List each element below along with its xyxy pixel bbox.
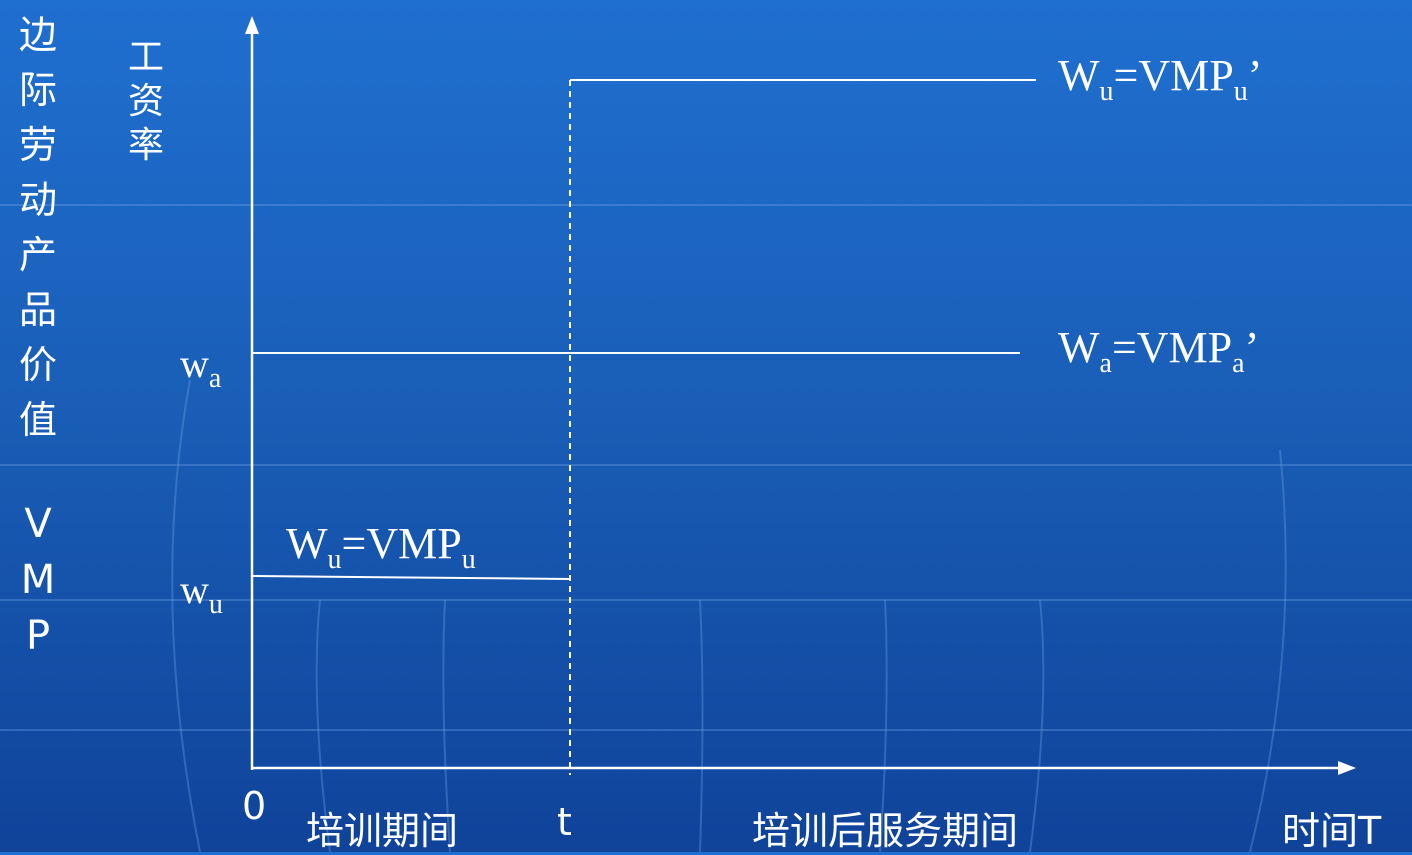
after-period-label: 培训后服务期间 (752, 809, 1019, 853)
y-axis-arrow (245, 16, 259, 34)
vmp-char: M (20, 557, 56, 603)
tick-wa: wa (180, 340, 221, 395)
label-w-sub: u (327, 544, 342, 575)
x-axis-arrow (1338, 761, 1356, 775)
label-eq: =VMP (1111, 323, 1233, 372)
line-wu (251, 575, 571, 580)
origin-label: 0 (242, 784, 267, 828)
label-w-sub: u (1099, 76, 1114, 107)
vertical-title-char: 值 (18, 398, 57, 442)
y-axis-label: 工 资 率 (124, 36, 168, 168)
label-w: W (1058, 51, 1100, 100)
label-wa-prime: Wa=VMPa’ (1058, 322, 1259, 380)
vmp-char: V (24, 501, 52, 547)
label-w-sub: a (1099, 348, 1112, 379)
label-v-sub: a (1232, 348, 1245, 379)
y-axis-label-char: 资 (127, 81, 164, 122)
label-v-sub: u (1233, 76, 1248, 107)
tick-wa-main: w (180, 341, 209, 386)
tick-wu: wu (180, 566, 223, 621)
vertical-title-char: 际 (18, 68, 57, 112)
vertical-title-char: 产 (18, 233, 57, 277)
vmp-abbr: V M P (16, 496, 60, 664)
vertical-title-char: 劳 (18, 123, 57, 167)
label-v-sub: u (461, 544, 476, 575)
vertical-title-char: 价 (18, 343, 57, 387)
label-wu: Wu=VMPu (286, 518, 476, 576)
label-w: W (1058, 323, 1100, 372)
tick-wu-main: w (180, 567, 209, 612)
vertical-title-char: 边 (18, 13, 57, 57)
label-prime: ’ (1244, 323, 1260, 372)
label-w: W (286, 519, 328, 568)
y-axis-label-char: 率 (127, 125, 164, 166)
vmp-char: P (25, 613, 51, 659)
t-label: t (557, 800, 572, 844)
tick-wa-sub: a (208, 363, 222, 394)
label-eq: =VMP (1113, 51, 1234, 100)
label-prime: ’ (1247, 51, 1263, 100)
label-eq: =VMP (341, 519, 462, 568)
training-period-label: 培训期间 (306, 809, 459, 853)
tick-wu-sub: u (208, 589, 223, 620)
vertical-title-char: 品 (18, 288, 57, 332)
label-wu-prime: Wu=VMPu’ (1058, 50, 1262, 108)
y-axis-label-char: 工 (127, 37, 164, 78)
vertical-title: 边 际 劳 动 产 品 价 值 (14, 8, 62, 448)
time-axis-label: 时间T (1282, 809, 1382, 853)
vertical-title-char: 动 (18, 178, 57, 222)
